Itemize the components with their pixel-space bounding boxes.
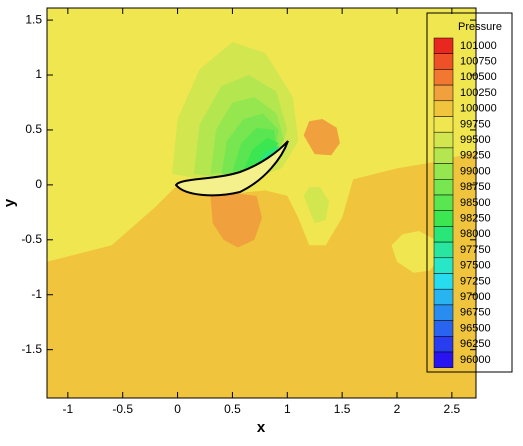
legend-swatch — [433, 84, 454, 102]
x-tick-label: -1 — [63, 402, 74, 416]
legend-swatch — [433, 37, 454, 54]
legend-label: 98750 — [460, 181, 491, 193]
legend-box — [426, 12, 513, 373]
legend-label: 96000 — [460, 354, 491, 366]
x-tick-label: 1.5 — [334, 402, 351, 416]
legend-swatch — [433, 336, 454, 353]
legend-label: 99000 — [460, 165, 491, 177]
legend-swatch — [433, 53, 454, 70]
legend-swatch — [433, 241, 454, 259]
legend-swatch — [433, 100, 454, 117]
legend-label: 97500 — [460, 260, 491, 272]
legend-label: 100250 — [460, 87, 497, 99]
legend-label: 99250 — [460, 150, 491, 162]
contour-region — [47, 151, 476, 398]
legend-swatch — [433, 131, 454, 149]
legend-label: 100500 — [460, 71, 497, 83]
x-tick-label: 2.5 — [444, 402, 461, 416]
legend-label: 96750 — [460, 307, 491, 319]
legend-label: 98250 — [460, 212, 491, 224]
legend-label: 98000 — [460, 228, 491, 240]
x-tick-label: 1 — [284, 402, 291, 416]
contour-field — [47, 8, 476, 398]
x-tick-label: 2 — [394, 402, 401, 416]
contour-region — [303, 187, 329, 224]
y-tick-label: 0 — [35, 177, 42, 191]
legend-label: 100000 — [460, 103, 497, 115]
x-tick-label: 0.5 — [224, 402, 241, 416]
x-tick-label: 0 — [174, 402, 181, 416]
x-tick-label: -0.5 — [112, 402, 133, 416]
x-axis-label: x — [257, 419, 266, 436]
contour-region — [303, 119, 340, 156]
y-tick-label: 1 — [35, 67, 42, 81]
y-tick-label: -1.5 — [21, 342, 42, 356]
legend-label: 101000 — [460, 40, 497, 52]
legend-swatch — [433, 351, 454, 368]
legend-label: 99750 — [460, 118, 491, 130]
legend-swatch — [433, 147, 454, 164]
legend-label: 98500 — [460, 197, 491, 209]
legend-swatch — [433, 320, 454, 337]
legend-swatch — [433, 210, 454, 227]
y-tick-label: -1 — [31, 287, 42, 301]
legend-label: 97750 — [460, 244, 491, 256]
legend-swatch — [433, 69, 454, 86]
legend-swatch — [433, 194, 454, 211]
legend-label: 96250 — [460, 338, 491, 350]
legend-title: Pressure — [458, 21, 502, 33]
airfoil — [174, 140, 289, 197]
y-tick-label: 0.5 — [25, 122, 42, 136]
legend-label: 99500 — [460, 134, 491, 146]
legend-swatch — [433, 116, 454, 133]
y-tick-label: -0.5 — [21, 232, 42, 246]
legend-label: 100750 — [460, 55, 497, 67]
contour-region — [391, 231, 441, 273]
legend-swatch — [433, 257, 454, 274]
legend-swatch — [433, 273, 454, 290]
legend-swatch — [433, 288, 454, 306]
contour-region — [210, 193, 262, 248]
legend-swatch — [433, 226, 454, 243]
contour-region — [243, 137, 279, 171]
legend-swatch — [433, 163, 454, 180]
legend-label: 97250 — [460, 275, 491, 287]
y-axis-label: y — [1, 198, 18, 207]
legend-label: 97000 — [460, 291, 491, 303]
legend-swatch — [433, 304, 454, 321]
legend-label: 96500 — [460, 322, 491, 334]
legend-swatch — [433, 179, 454, 196]
plot-frame — [46, 7, 477, 399]
y-tick-label: 1.5 — [25, 12, 42, 26]
